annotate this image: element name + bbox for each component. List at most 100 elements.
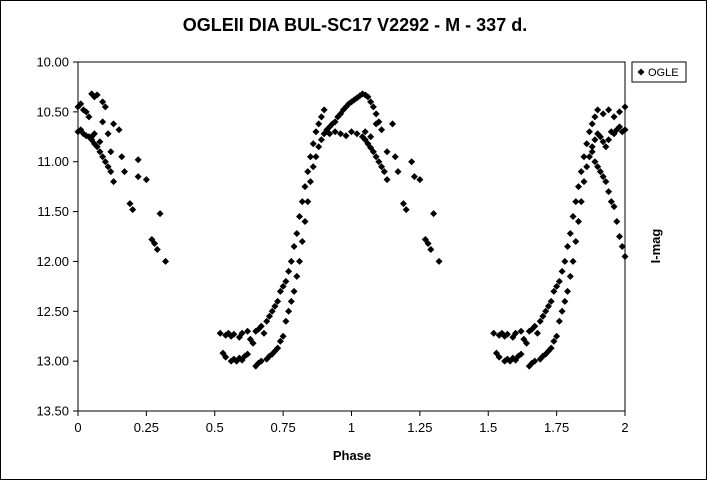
chart-title: OGLEII DIA BUL-SC17 V2292 - M - 337 d. <box>183 15 527 35</box>
data-point <box>553 282 561 290</box>
data-point <box>490 329 498 337</box>
data-point <box>276 287 284 295</box>
data-point <box>416 176 424 184</box>
data-point <box>93 91 101 99</box>
data-point <box>101 103 109 111</box>
data-point <box>290 242 298 250</box>
data-point <box>564 242 572 250</box>
y-tick-label: 12.50 <box>36 304 69 319</box>
data-point <box>402 206 410 214</box>
data-point <box>312 153 320 161</box>
data-point <box>594 106 602 114</box>
data-point <box>104 163 112 171</box>
data-point <box>342 132 350 140</box>
data-point <box>153 245 161 253</box>
data-point <box>553 332 561 340</box>
data-point <box>244 350 252 358</box>
data-point <box>544 302 552 310</box>
data-point <box>348 128 355 136</box>
data-point <box>566 272 574 280</box>
data-point <box>621 252 629 260</box>
data-point <box>583 163 591 171</box>
x-tick-label: 0.25 <box>134 420 159 435</box>
data-point <box>375 158 383 166</box>
data-point <box>129 206 137 214</box>
data-point <box>369 148 377 156</box>
data-point <box>427 245 435 253</box>
data-point <box>378 126 386 134</box>
data-point <box>383 148 391 156</box>
data-point <box>394 168 402 176</box>
data-point <box>107 168 115 176</box>
data-point <box>315 120 323 128</box>
data-point <box>257 322 265 330</box>
data-point <box>110 178 118 186</box>
data-point <box>82 108 90 116</box>
data-point <box>287 257 295 265</box>
data-point <box>378 163 386 171</box>
data-point <box>523 339 531 347</box>
data-point <box>555 277 563 285</box>
data-point <box>561 297 569 305</box>
data-point <box>304 198 312 206</box>
data-point <box>602 178 610 186</box>
data-point <box>555 317 563 325</box>
y-tick-label: 13.00 <box>36 354 69 369</box>
data-point <box>312 128 320 136</box>
data-point <box>285 307 293 315</box>
x-tick-label: 0 <box>74 420 81 435</box>
data-point <box>566 230 574 238</box>
data-point <box>616 123 624 131</box>
data-point <box>301 183 309 191</box>
data-point <box>572 237 580 245</box>
data-point <box>120 168 128 176</box>
data-point <box>605 106 613 114</box>
x-tick-label: 1 <box>348 420 355 435</box>
data-point <box>99 153 107 161</box>
data-point <box>274 297 282 305</box>
data-point <box>605 188 613 196</box>
data-point <box>610 113 618 121</box>
data-point <box>391 153 399 161</box>
data-point <box>222 353 230 361</box>
data-point <box>550 287 558 295</box>
data-point <box>337 130 345 138</box>
data-point <box>134 156 142 164</box>
data-points <box>74 90 629 370</box>
data-point <box>616 108 624 116</box>
x-tick-label: 0.75 <box>270 420 295 435</box>
data-point <box>607 198 615 206</box>
data-point <box>85 113 93 121</box>
data-point <box>101 158 109 166</box>
x-tick-label: 1.25 <box>407 420 432 435</box>
data-point <box>77 100 85 108</box>
data-point <box>495 353 503 361</box>
data-point <box>533 329 541 337</box>
y-tick-label: 10.50 <box>36 104 69 119</box>
data-point <box>320 106 328 114</box>
data-point <box>408 158 416 166</box>
data-point <box>591 158 599 166</box>
data-point <box>572 198 580 206</box>
data-point <box>263 317 271 325</box>
data-point <box>293 230 301 238</box>
data-point <box>96 138 104 146</box>
data-point <box>435 257 443 265</box>
data-point <box>517 327 525 335</box>
data-point <box>115 126 123 134</box>
y-axis-label: I-mag <box>648 229 663 264</box>
data-point <box>126 200 134 208</box>
data-point <box>317 136 325 144</box>
data-point <box>575 183 583 191</box>
data-point <box>380 168 388 176</box>
data-point <box>372 120 380 128</box>
data-point <box>216 329 224 337</box>
data-point <box>282 317 290 325</box>
data-point <box>268 307 276 315</box>
data-point <box>613 218 621 226</box>
data-point <box>304 168 312 176</box>
data-point <box>621 103 629 111</box>
data-point <box>564 287 572 295</box>
